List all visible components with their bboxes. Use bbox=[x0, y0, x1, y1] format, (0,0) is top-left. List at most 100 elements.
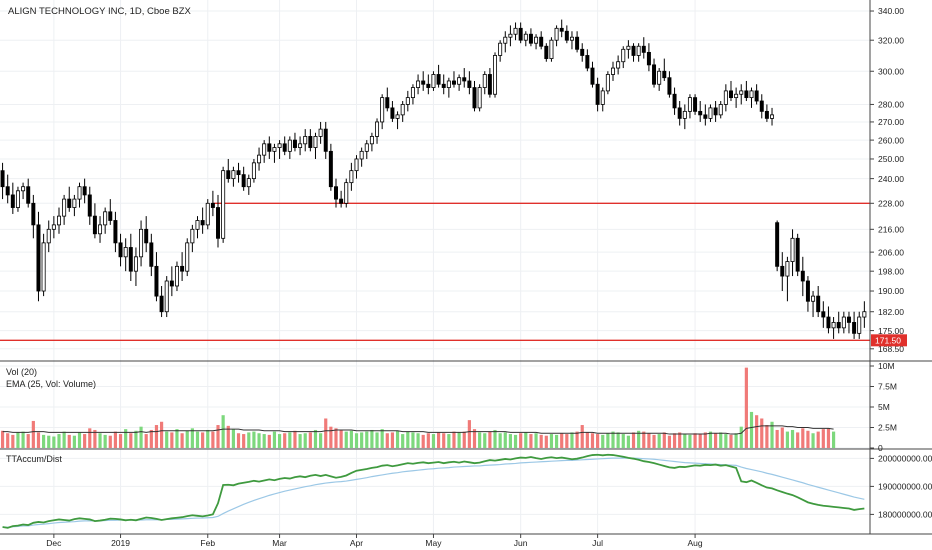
volume-bar bbox=[683, 434, 687, 448]
candle-body bbox=[841, 316, 846, 329]
candle-body bbox=[98, 224, 103, 235]
candle-body bbox=[667, 77, 672, 95]
volume-bar bbox=[816, 431, 820, 448]
volume-bar bbox=[11, 434, 15, 448]
candle-body bbox=[87, 194, 92, 217]
candle-body bbox=[139, 228, 144, 258]
volume-bar bbox=[785, 431, 790, 448]
volume-bar bbox=[42, 434, 46, 448]
volume-bar bbox=[714, 433, 718, 448]
volume-bar bbox=[16, 432, 20, 448]
candle-body bbox=[375, 121, 380, 137]
candle-body bbox=[272, 147, 277, 152]
volume-bar bbox=[139, 426, 143, 448]
candle-body bbox=[395, 114, 400, 119]
candle-body bbox=[262, 143, 267, 156]
candle-body bbox=[26, 186, 31, 204]
volume-bar bbox=[195, 431, 200, 448]
time-tick-label: Feb bbox=[200, 538, 215, 548]
candle-body bbox=[364, 143, 369, 152]
candle-body bbox=[416, 80, 421, 88]
accum-axis[interactable]: 200000000.00 190000000.00 180000000.00 bbox=[870, 454, 932, 520]
candle-body bbox=[380, 97, 385, 123]
volume-bar bbox=[801, 428, 805, 448]
time-axis[interactable]: Dec 2019 Feb Mar Apr May Jun Jul Aug bbox=[46, 534, 703, 548]
volume-bar bbox=[370, 429, 374, 448]
candle-body bbox=[805, 280, 810, 302]
volume-bar bbox=[826, 428, 831, 448]
volume-bar bbox=[313, 429, 318, 448]
accum-line bbox=[2, 453, 865, 529]
chart-title: ALIGN TECHNOLOGY INC, 1D, Cboe BZX bbox=[8, 6, 192, 17]
candle-body bbox=[405, 97, 410, 105]
candle-body bbox=[241, 174, 246, 188]
candle-body bbox=[164, 280, 169, 313]
candle-body bbox=[149, 242, 154, 267]
candle-body bbox=[400, 104, 405, 116]
volume-bar bbox=[390, 432, 395, 448]
candle-body bbox=[646, 51, 651, 66]
volume-ema-line bbox=[2, 425, 834, 435]
volume-bar bbox=[165, 431, 169, 448]
volume-bar bbox=[472, 429, 477, 448]
candle-body bbox=[770, 114, 775, 119]
candle-body bbox=[441, 83, 446, 88]
volume-bar bbox=[729, 434, 733, 448]
candle-body bbox=[728, 90, 733, 99]
volume-bar bbox=[411, 432, 415, 448]
volume-bar bbox=[667, 435, 672, 448]
volume-bar bbox=[565, 434, 569, 448]
volume-bar bbox=[790, 429, 795, 448]
candle-body bbox=[359, 150, 364, 160]
volume-bar bbox=[708, 431, 713, 448]
volume-bar bbox=[252, 431, 256, 448]
candle-body bbox=[216, 207, 221, 239]
volume-bar bbox=[483, 433, 487, 448]
candle-body bbox=[10, 194, 15, 208]
volume-bar bbox=[678, 432, 682, 448]
candle-body bbox=[482, 74, 487, 88]
candle-body bbox=[195, 220, 200, 230]
volume-bar bbox=[47, 435, 51, 448]
candle-body bbox=[144, 228, 149, 244]
candle-body bbox=[190, 228, 195, 244]
volume-bar bbox=[159, 421, 164, 448]
candle-body bbox=[749, 90, 754, 99]
volume-bar bbox=[406, 431, 410, 448]
candle-body bbox=[431, 74, 436, 88]
volume-bar bbox=[621, 434, 625, 448]
candle-body bbox=[72, 198, 77, 208]
candle-body bbox=[590, 67, 595, 85]
candle-body bbox=[575, 36, 580, 50]
volume-bar bbox=[211, 431, 215, 448]
time-tick-label: Jun bbox=[514, 538, 528, 548]
volume-bar bbox=[319, 433, 323, 448]
candle-body bbox=[611, 67, 615, 75]
accum-tick-label: 200000000.00 bbox=[878, 454, 932, 464]
volume-bar bbox=[108, 435, 112, 448]
price-tick-label: 240.00 bbox=[878, 174, 904, 184]
candle-body bbox=[585, 55, 590, 69]
volume-bar bbox=[647, 433, 651, 448]
candle-body bbox=[313, 136, 318, 148]
price-axis[interactable]: 340.00 320.00 300.00 280.00 270.00 260.00 250.… bbox=[870, 6, 904, 354]
volume-bar bbox=[52, 436, 56, 448]
candle-body bbox=[657, 70, 662, 85]
candle-body bbox=[605, 74, 610, 92]
candle-body bbox=[92, 215, 97, 235]
volume-bar bbox=[421, 434, 425, 448]
candle-body bbox=[539, 36, 544, 47]
volume-bar bbox=[796, 432, 800, 448]
volume-bar bbox=[544, 435, 548, 448]
volume-bar bbox=[529, 434, 533, 448]
volume-bar bbox=[293, 430, 297, 448]
price-tick-label: 340.00 bbox=[878, 6, 904, 16]
volume-bar bbox=[498, 433, 502, 448]
volume-bar bbox=[395, 430, 400, 448]
candle-body bbox=[554, 27, 559, 41]
volume-axis[interactable]: 10M 7.5M 5M 2.5M 0 bbox=[870, 361, 897, 453]
candle-body bbox=[544, 45, 549, 59]
volume-bar bbox=[631, 432, 636, 448]
candle-body bbox=[385, 97, 390, 109]
